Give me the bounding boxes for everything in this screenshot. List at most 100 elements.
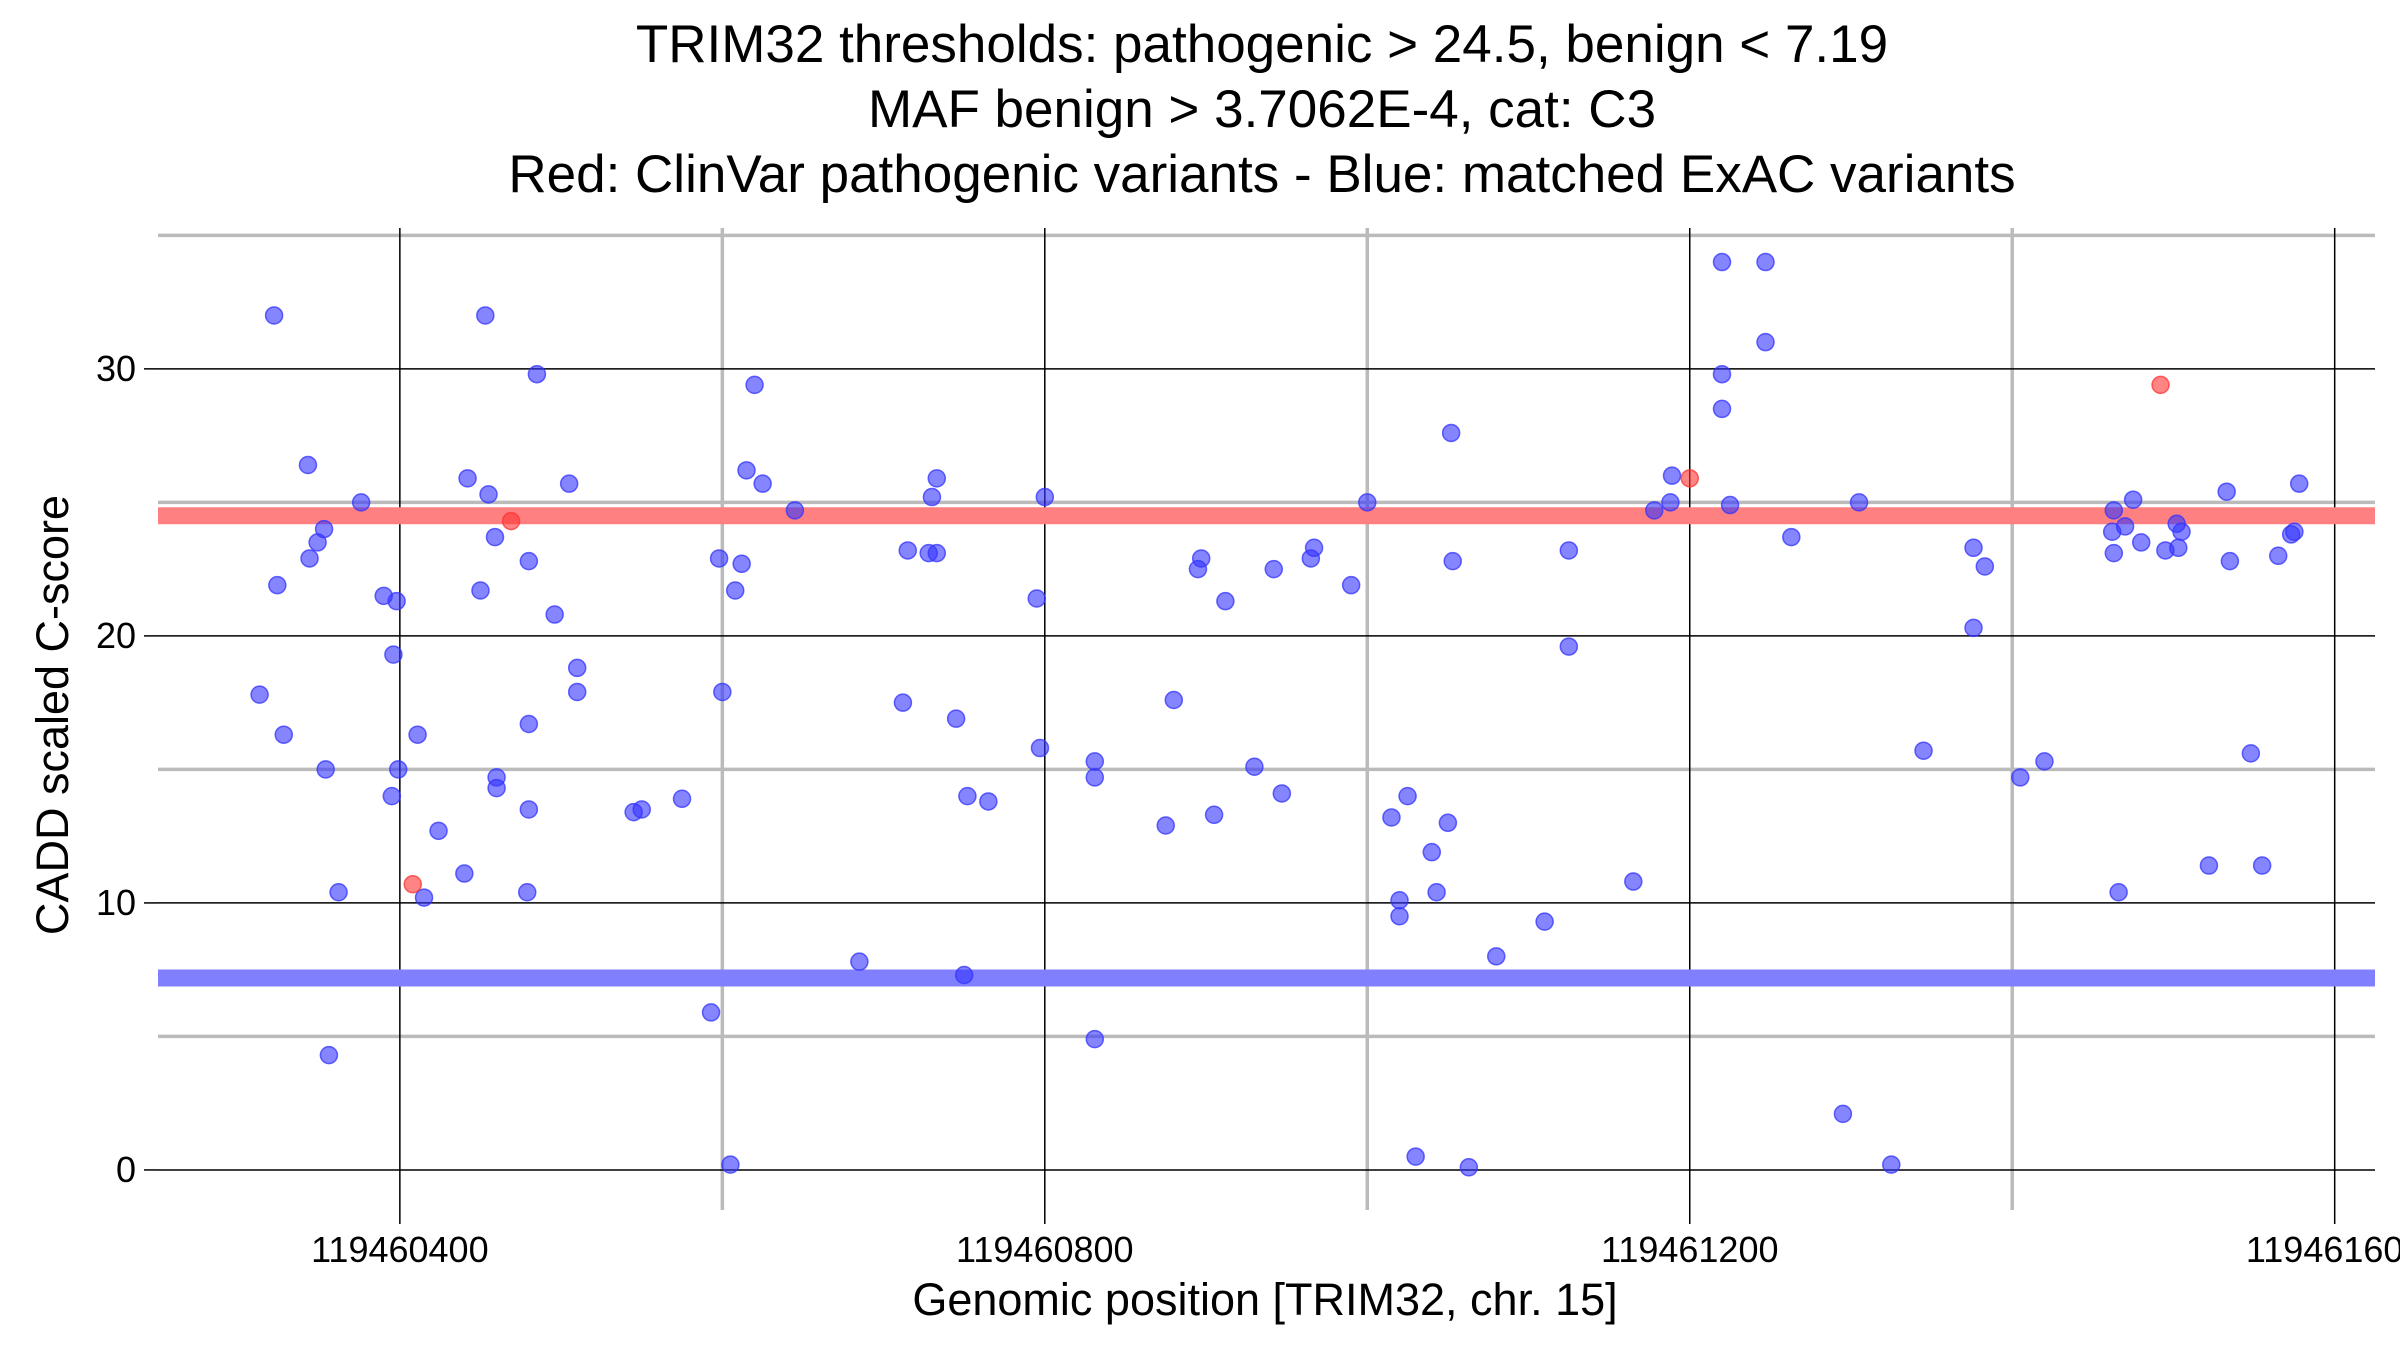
exac-variant-point xyxy=(429,821,448,841)
exac-variant-point xyxy=(1712,252,1732,272)
exac-variant-point xyxy=(1390,890,1409,910)
title-line-1: TRIM32 thresholds: pathogenic > 24.5, be… xyxy=(636,15,1888,74)
y-tick-label: 20 xyxy=(96,615,136,656)
exac-variant-point xyxy=(1964,618,1983,638)
exac-variant-point xyxy=(314,519,334,539)
exac-variant-point xyxy=(1085,768,1105,787)
exac-variant-point xyxy=(1164,690,1184,710)
exac-variant-point xyxy=(1443,551,1462,571)
exac-variant-point xyxy=(2289,474,2309,493)
exac-variant-point xyxy=(1427,882,1446,902)
exac-variant-point xyxy=(316,760,335,779)
exac-variant-point xyxy=(519,551,539,571)
exac-variant-point xyxy=(414,888,434,907)
exac-variant-point xyxy=(1559,541,1579,560)
exac-variant-point xyxy=(898,541,917,560)
exac-variant-point xyxy=(1975,557,1995,576)
exac-variant-point xyxy=(1030,738,1050,758)
clinvar-pathogenic-point xyxy=(1680,469,1699,488)
exac-variant-point xyxy=(2011,768,2030,787)
exac-variant-point xyxy=(1245,757,1264,776)
clinvar-pathogenic-point xyxy=(2151,375,2170,395)
exac-variant-point xyxy=(1782,527,1801,547)
axis-ticks: 0 10 20 30 119460400 119460800 119461200 119461… xyxy=(96,348,2400,1270)
exac-variant-point xyxy=(958,786,977,806)
exac-variant-point xyxy=(519,714,539,734)
clinvar-pathogenic-point xyxy=(501,511,521,531)
exac-variant-point xyxy=(274,725,294,744)
exac-variant-point xyxy=(1272,784,1292,803)
exac-variant-point xyxy=(567,658,587,678)
exac-variant-point xyxy=(1390,907,1409,926)
exac-variant-point xyxy=(476,306,495,325)
exac-variant-point xyxy=(559,474,579,493)
exac-variant-point xyxy=(713,682,732,702)
exac-variant-point xyxy=(2115,517,2135,536)
exac-variant-point xyxy=(745,375,764,395)
exac-variant-point xyxy=(850,952,869,971)
exac-variant-point xyxy=(517,882,537,902)
exac-variant-point xyxy=(1156,816,1175,835)
exac-variant-point xyxy=(1882,1155,1901,1174)
exac-variant-point xyxy=(1406,1147,1425,1166)
exac-variant-point xyxy=(1756,332,1775,352)
exac-variant-point xyxy=(485,527,505,547)
exac-variant-point xyxy=(2035,752,2054,771)
exac-variant-point xyxy=(1398,786,1417,806)
x-tick-label: 119461600 xyxy=(2246,1229,2400,1270)
exac-variant-point xyxy=(1341,575,1361,595)
x-tick-label: 119461200 xyxy=(1601,1229,1779,1270)
x-tick-label: 119460800 xyxy=(956,1229,1134,1270)
exac-variant-point xyxy=(672,789,692,809)
exac-variant-point xyxy=(2109,882,2128,902)
exac-variant-point xyxy=(1487,947,1506,966)
exac-variant-point xyxy=(1382,808,1401,827)
exac-variant-point xyxy=(2269,546,2288,566)
exac-variant-point xyxy=(2285,522,2304,542)
exac-variant-point xyxy=(1304,538,1324,558)
threshold-lines xyxy=(158,507,2375,987)
exac-variant-point xyxy=(1712,364,1732,384)
exac-variant-point xyxy=(2241,744,2261,763)
exac-variant-point xyxy=(264,306,284,325)
exac-variant-point xyxy=(458,469,477,488)
x-tick-label: 119460400 xyxy=(311,1229,489,1270)
exac-variant-point xyxy=(384,645,403,664)
exac-variant-point xyxy=(922,487,942,507)
exac-variant-point xyxy=(1756,252,1775,272)
chart-title: TRIM32 thresholds: pathogenic > 24.5, be… xyxy=(508,15,2015,204)
exac-variant-point xyxy=(893,693,913,712)
exac-variant-point xyxy=(2104,543,2124,563)
exac-variant-point xyxy=(471,581,490,600)
exac-variant-point xyxy=(408,725,427,744)
exac-variant-point xyxy=(1712,399,1732,419)
exac-variant-point xyxy=(527,364,547,384)
grid xyxy=(158,228,2375,1210)
x-axis-label: Genomic position [TRIM32, chr. 15] xyxy=(912,1274,1617,1325)
y-tick-label: 0 xyxy=(116,1149,136,1190)
exac-variant-point xyxy=(737,461,756,480)
exac-variant-point xyxy=(329,882,348,902)
exac-variant-point xyxy=(632,800,651,819)
exac-variant-point xyxy=(732,554,751,574)
exac-variant-point xyxy=(2131,533,2151,552)
exac-variant-point xyxy=(1085,752,1105,771)
exac-variant-point xyxy=(388,760,408,779)
exac-variant-point xyxy=(2104,501,2124,520)
exac-variant-point xyxy=(979,792,998,811)
exac-variant-point xyxy=(319,1045,339,1065)
exac-variant-point xyxy=(487,778,506,798)
exac-variant-point xyxy=(927,543,947,563)
y-tick-label: 10 xyxy=(96,882,136,923)
exac-variant-point xyxy=(1535,912,1554,931)
exac-variant-point xyxy=(1833,1104,1853,1124)
exac-variant-point xyxy=(1216,591,1235,611)
exac-variant-point xyxy=(927,469,947,488)
exac-variant-point xyxy=(479,485,498,504)
exac-variant-point xyxy=(1661,493,1680,512)
exac-variant-point xyxy=(2252,856,2272,875)
exac-variant-point xyxy=(1914,741,1933,760)
exac-variant-point xyxy=(1027,589,1046,608)
exac-variant-point xyxy=(1204,805,1224,825)
